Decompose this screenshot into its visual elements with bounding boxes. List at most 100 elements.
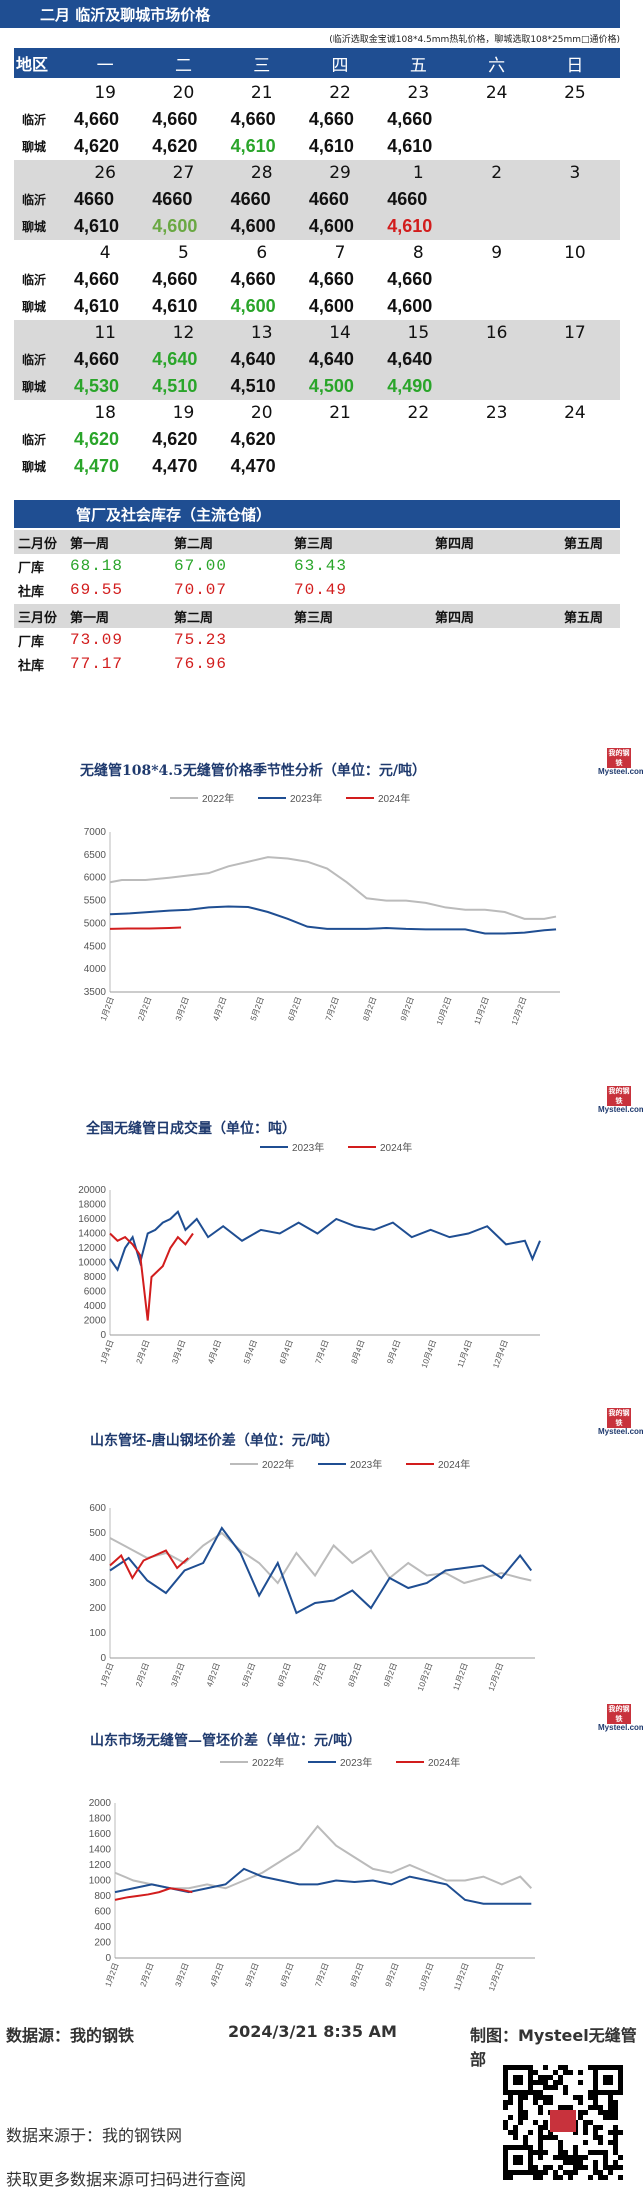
price-a-cell: 4660 — [308, 189, 349, 210]
qr-module — [503, 2100, 508, 2105]
qr-module — [553, 2085, 558, 2090]
qr-module — [578, 2115, 583, 2120]
inv-feb-cell-4: 第四周 — [435, 536, 475, 552]
footer-datetime: 2024/3/21 8:35 AM — [228, 2022, 397, 2041]
qr-module — [578, 2110, 583, 2115]
chart4-title: 山东市场无缝管—管坯价差（单位：元/吨） — [90, 1733, 362, 1749]
series-line-1 — [109, 1526, 533, 1615]
price-b-cell: 4,610 — [74, 296, 120, 317]
legend-label-1: 2024年 — [380, 1141, 412, 1154]
qr-module — [538, 2135, 543, 2140]
price-week-3: 11 12 13 14 15 16 17 临沂 4,660 4,640 4,640 4,640 4,64… — [14, 320, 620, 400]
qr-module — [593, 2100, 598, 2105]
qr-module — [518, 2120, 523, 2125]
x-tick-label: 10月4日 — [420, 1339, 438, 1370]
day-17: 17 — [564, 323, 586, 344]
qr-module — [573, 2155, 578, 2160]
price-b-cell: 4,620 — [152, 136, 198, 157]
qr-module — [538, 2075, 543, 2080]
price-a-cell: 4,640 — [387, 349, 433, 370]
qr-module — [523, 2135, 528, 2140]
qr-module — [613, 2110, 618, 2115]
qr-module — [593, 2095, 598, 2100]
qr-module — [573, 2150, 578, 2155]
qr-module — [538, 2150, 543, 2155]
qr-module — [503, 2175, 508, 2180]
y-tick-label: 6000 — [84, 1287, 107, 1298]
day-20: 20 — [250, 403, 273, 424]
row-label-a: 临沂 — [22, 113, 47, 128]
inv-mar-cell-0: 三月份 — [18, 610, 58, 626]
qr-module — [603, 2175, 608, 2180]
qr-module — [503, 2105, 508, 2110]
qr-module — [563, 2090, 568, 2095]
x-tick-label: 6月2日 — [279, 1962, 296, 1988]
x-tick-label: 11月2日 — [452, 1962, 470, 1992]
x-tick-label: 12月4日 — [491, 1339, 509, 1370]
qr-module — [563, 2065, 568, 2070]
price-week-0: 19 20 21 22 23 24 25 临沂 4,660 4,660 4,660 4,660 4,66… — [14, 80, 620, 160]
x-tick-label: 9月2日 — [399, 996, 416, 1022]
y-tick-label: 10000 — [78, 1258, 106, 1269]
chart3-title: 山东管坯-唐山钢坯价差（单位：元/吨） — [90, 1433, 339, 1449]
qr-module — [578, 2080, 583, 2085]
qr-module — [543, 2065, 548, 2070]
inventory-mar-social-row: 社库 77.17 76.96 — [14, 652, 620, 676]
day-3: 3 — [569, 163, 581, 184]
price-a-cell: 4660 — [230, 189, 271, 210]
qr-module — [603, 2110, 608, 2115]
qr-module — [613, 2160, 618, 2165]
footer-source2: 数据来源于：我的钢铁网 — [6, 2126, 183, 2145]
price-a-cell: 4660 — [387, 189, 428, 210]
qr-module — [543, 2125, 548, 2130]
qr-module — [573, 2095, 578, 2100]
qr-module — [543, 2095, 548, 2100]
y-tick-label: 1600 — [89, 1829, 112, 1840]
qr-module — [568, 2070, 573, 2075]
qr-module — [553, 2175, 558, 2180]
qr-module — [553, 2070, 558, 2075]
qr-module — [513, 2135, 518, 2140]
qr-module — [618, 2130, 623, 2135]
qr-module — [608, 2165, 613, 2170]
inv-mar-cell-5: 第五周 — [564, 610, 604, 626]
price-week-1: 26 27 28 29 1 2 3 临沂 4660 4660 4660 4660 4660 聊城 4,610… — [14, 160, 620, 240]
x-tick-label: 11月4日 — [456, 1339, 474, 1369]
qr-module — [593, 2165, 598, 2170]
x-tick-label: 7月2日 — [324, 996, 341, 1022]
qr-module — [563, 2085, 568, 2090]
footer-more: 获取更多数据来源可扫码进行查阅 — [6, 2170, 247, 2189]
mysteel-logo: 我的钢铁 Mysteel.com — [598, 748, 643, 776]
price-a-cell: 4660 — [152, 189, 193, 210]
y-tick-label: 1200 — [89, 1860, 112, 1871]
price-a-cell: 4,660 — [387, 269, 433, 290]
x-tick-label: 3月2日 — [169, 1662, 186, 1688]
price-a-cell: 4,660 — [387, 109, 433, 130]
qr-module — [553, 2080, 558, 2085]
x-tick-label: 11月2日 — [451, 1662, 469, 1692]
qr-module — [603, 2160, 608, 2165]
x-tick-label: 7月4日 — [314, 1339, 331, 1365]
day-9: 9 — [491, 243, 503, 264]
qr-module — [583, 2165, 588, 2170]
day-16: 16 — [485, 323, 508, 344]
day-29: 29 — [329, 163, 351, 184]
inventory-title: 管厂及社会库存（主流仓储） — [76, 505, 272, 524]
qr-module — [593, 2135, 598, 2140]
qr-module — [608, 2100, 613, 2105]
qr-module — [593, 2125, 598, 2130]
price-b-cell: 4,470 — [152, 456, 198, 477]
day-25: 25 — [564, 83, 586, 104]
qr-module — [538, 2105, 543, 2110]
qr-module — [543, 2150, 548, 2155]
qr-module — [568, 2175, 573, 2180]
qr-module — [543, 2135, 548, 2140]
price-week-2: 4 5 6 7 8 9 10 临沂 4,660 4,660 4,660 4,660 4,660 聊城 4,6… — [14, 240, 620, 320]
x-tick-label: 10月2日 — [435, 996, 453, 1027]
qr-module — [593, 2130, 598, 2135]
qr-module — [558, 2075, 563, 2080]
price-b-cell: 4,610 — [74, 216, 120, 237]
qr-module — [608, 2110, 613, 2115]
qr-module — [613, 2140, 618, 2145]
price-b-cell: 4,610 — [230, 136, 276, 157]
